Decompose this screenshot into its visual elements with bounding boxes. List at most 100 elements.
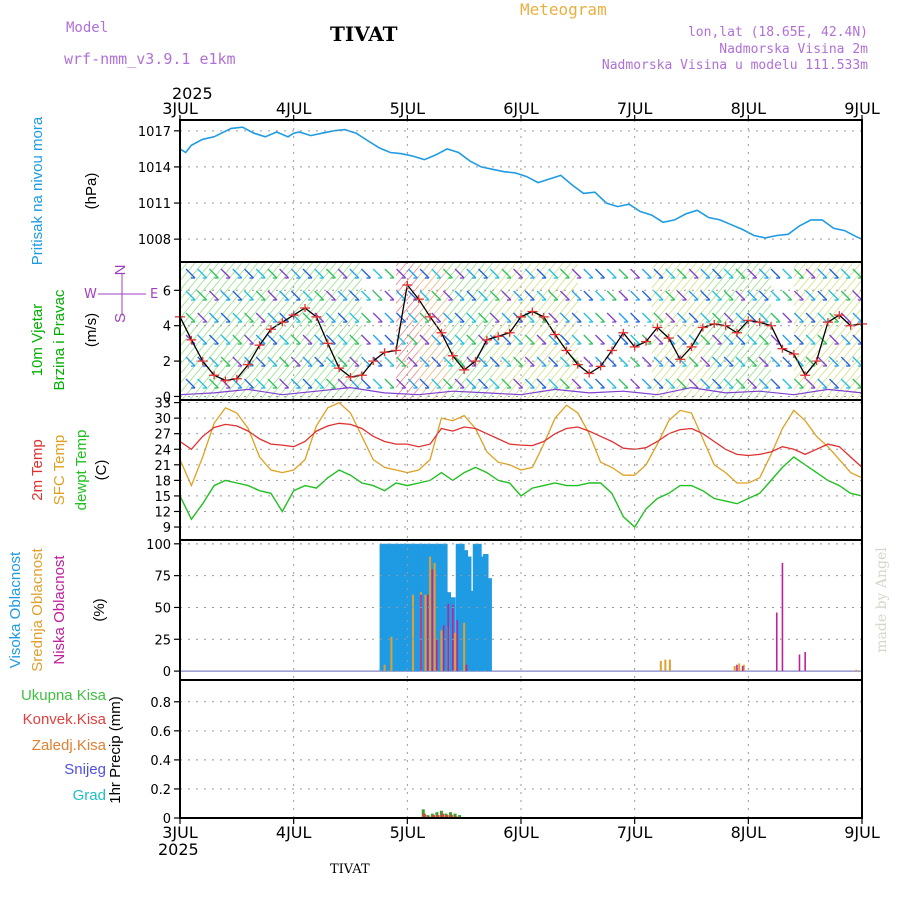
wind-arrow	[501, 268, 512, 279]
wind-arrow	[524, 268, 535, 279]
wind-arrow	[232, 268, 243, 279]
wind-arrow	[676, 312, 687, 323]
panel-frame-cloud	[179, 539, 863, 681]
wind-arrow	[255, 378, 266, 389]
wind-arrow	[770, 356, 781, 367]
y-tick-label: 15	[154, 490, 171, 505]
cloud-bar-mid	[664, 659, 667, 672]
date-label-bottom: 3JUL	[162, 823, 198, 842]
wind-legend-w: W	[84, 287, 97, 302]
wind-arrow	[384, 378, 395, 389]
wind-arrow	[559, 268, 570, 279]
y-tick-label: 0.6	[150, 725, 171, 740]
2m-temp-line	[179, 422, 863, 468]
wind-arrow	[829, 378, 839, 389]
wind-arrow	[349, 268, 360, 279]
wind-arrow	[349, 378, 360, 389]
date-label-bottom: 8JUL	[731, 823, 767, 842]
wind-arrow	[185, 378, 196, 389]
wind-arrow	[747, 334, 758, 345]
wind-arrow	[513, 378, 524, 389]
wind-arrow	[676, 334, 687, 345]
wind-arrow	[501, 290, 512, 301]
wind-arrow	[442, 378, 453, 389]
cloud-bar-low	[465, 664, 468, 672]
wind-arrow	[805, 290, 816, 301]
wind-arrow	[712, 268, 722, 279]
wind-axis-title: 10m Vjetar	[29, 304, 46, 377]
wind-arrow	[583, 268, 594, 279]
wind-arrow	[431, 290, 442, 301]
y-tick-label: 0.4	[150, 754, 171, 769]
wind-arrow	[829, 290, 839, 301]
wind-arrow	[524, 356, 535, 367]
wind-arrow	[782, 312, 793, 323]
wind-arrow	[454, 356, 465, 367]
wind-arrow	[723, 312, 734, 323]
cloud-bar-low	[775, 612, 778, 672]
lonlat-label: lon,lat (18.65E, 42.4N)	[687, 25, 868, 40]
sfc-axis-title: SFC Temp	[51, 435, 68, 506]
cloud-bar-high	[472, 543, 479, 672]
date-label-bottom: 6JUL	[503, 823, 539, 842]
wind-arrow	[501, 378, 512, 389]
wind-arrow	[817, 378, 828, 389]
wind-arrow	[325, 334, 336, 345]
cloud-bar-high	[389, 543, 396, 672]
t2m-axis-title: 2m Temp	[29, 439, 46, 500]
wind-arrow	[244, 268, 254, 279]
y-tick-label: 0.8	[150, 696, 171, 711]
wind-arrow	[618, 290, 629, 301]
wind-arrow	[559, 378, 570, 389]
cloud-bar-high	[420, 543, 426, 672]
wind-arrow	[419, 268, 430, 279]
wind-arrow	[290, 378, 301, 389]
wind-arrow	[793, 312, 804, 323]
wind-arrow	[349, 334, 360, 345]
model-label: Model	[66, 20, 109, 36]
wind-arrow	[770, 334, 781, 345]
wind-arrow	[793, 268, 804, 279]
wind-arrow	[571, 334, 582, 345]
wind-arrow	[676, 378, 687, 389]
wind-arrow	[489, 378, 500, 389]
wind-arrow	[793, 378, 804, 389]
precip-legend-4: Grad	[73, 787, 106, 804]
wind-arrow	[407, 312, 418, 323]
cloud-bar-low	[456, 620, 459, 672]
cloud-bar-high	[435, 543, 441, 672]
wind-hatch-band	[447, 262, 493, 400]
cloud-bar-low	[798, 654, 801, 672]
wind-arrow	[442, 356, 453, 367]
wind-arrow	[314, 268, 325, 279]
wind-arrow	[852, 268, 863, 279]
wind-arrow	[384, 290, 395, 301]
wind-arrow	[208, 290, 219, 301]
cloud-bar-high	[403, 543, 409, 672]
wind-arrow	[758, 334, 769, 345]
wind-arrow	[536, 290, 547, 301]
wind-arrow	[653, 268, 664, 279]
cloud-bar-high	[479, 556, 486, 672]
wind-arrow	[290, 290, 301, 301]
y-tick-label: 1014	[138, 161, 171, 176]
wind-arrow	[232, 334, 243, 345]
wind-arrow	[220, 268, 231, 279]
wind-arrow	[372, 378, 383, 389]
date-label-bottom: 4JUL	[276, 823, 312, 842]
wind-arrow	[396, 378, 407, 389]
y-tick-label: 75	[154, 570, 171, 585]
wind-arrow	[536, 334, 547, 345]
wind-arrow	[501, 334, 512, 345]
wind-arrow	[712, 312, 722, 323]
wind-arrow	[723, 268, 734, 279]
wind-arrow	[618, 378, 629, 389]
precip-axis-title: 1hr Precip (mm)	[107, 696, 124, 804]
wind-arrow	[548, 312, 559, 323]
wind-arrow	[279, 378, 290, 389]
wind-arrow	[595, 290, 605, 301]
wind-arrow	[208, 268, 219, 279]
wind-arrow	[361, 290, 371, 301]
wind-arrow	[325, 312, 336, 323]
wind-arrow	[314, 290, 325, 301]
